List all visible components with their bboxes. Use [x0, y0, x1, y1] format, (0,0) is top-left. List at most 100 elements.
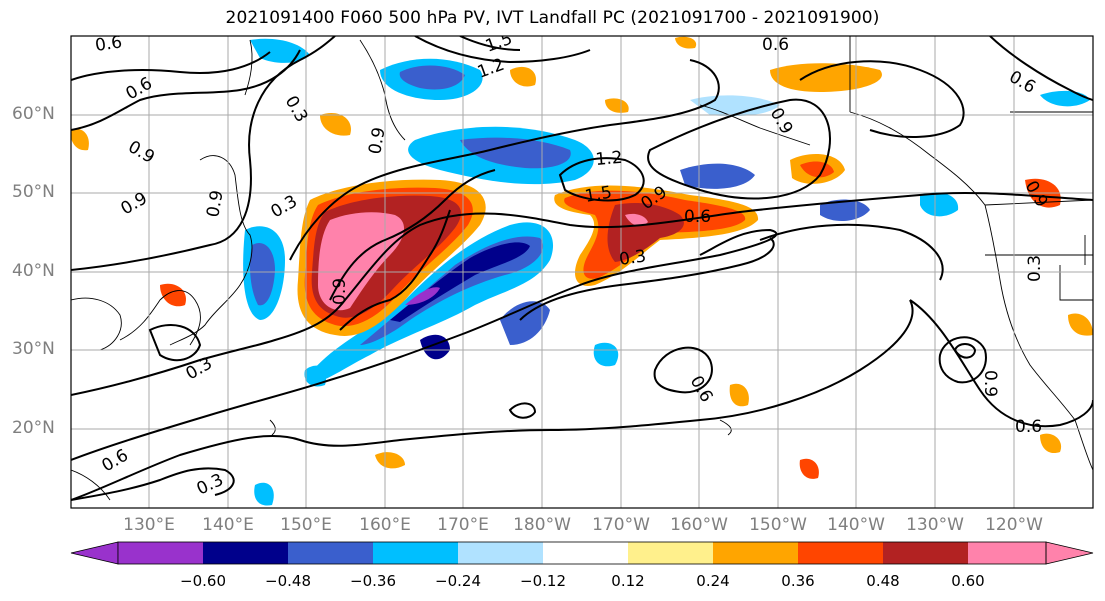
pos-anomaly-alaska: [770, 63, 882, 92]
chart-title: 2021091400 F060 500 hPa PV, IVT Landfall…: [225, 8, 880, 28]
contour-0.9-northwest: [71, 49, 301, 131]
colorbar-tick-label: −0.24: [435, 572, 481, 590]
pos-anomaly-small-9: [675, 36, 697, 49]
pv-contours: [71, 36, 1093, 501]
colorbar-segment: [968, 542, 1046, 564]
colorbar-tick-label: 0.36: [781, 572, 815, 590]
pos-anomaly-small-1: [320, 112, 351, 136]
colorbar-segment: [203, 542, 288, 564]
colorbar-tick-label: −0.60: [180, 572, 226, 590]
neg-anomaly-jet-min: [405, 287, 440, 305]
colorbar-segment: [798, 542, 883, 564]
colorbar-tick-label: 0.12: [611, 572, 645, 590]
contour-0.6-northwest: [71, 51, 271, 81]
contour-label: 0.9: [203, 189, 227, 219]
pos-anomaly-small-2: [510, 66, 536, 87]
lat-label: 30°N: [12, 339, 55, 359]
neg-anomaly-small-1: [304, 365, 327, 387]
contour-0.9-ridge: [289, 59, 720, 261]
contour-0.9-alaska: [799, 60, 965, 138]
colorbar-tick-label: 0.24: [696, 572, 730, 590]
colorbar-segment: [883, 542, 968, 564]
contour-label: 0.3: [618, 246, 648, 270]
colorbar-segment: [458, 542, 543, 564]
contour-0.6-south: [71, 299, 914, 501]
contour-label: 0.6: [94, 32, 124, 56]
contour-label: 0.9: [330, 278, 350, 305]
contour-label: 1.2: [595, 148, 624, 170]
lat-label: 50°N: [12, 182, 55, 202]
contour-0.3-small-1: [508, 402, 537, 419]
lon-label: 170°W: [592, 515, 650, 535]
colorbar-tick-label: −0.48: [265, 572, 311, 590]
lat-label: 40°N: [12, 261, 55, 281]
contour-0.6-east: [759, 223, 944, 281]
contour-0.6-circle-3: [953, 343, 977, 359]
contour-1.2-north: [414, 36, 591, 64]
lon-label: 130°E: [123, 515, 175, 535]
lat-label: 20°N: [12, 418, 55, 438]
contour-label: 0.6: [1015, 417, 1042, 437]
colorbar-tick-label: 0.60: [951, 572, 985, 590]
neg-anomaly-japan-core: [250, 242, 275, 306]
colorbar-frame: [117, 541, 1047, 565]
pos-anomaly-downstream-max: [625, 213, 648, 226]
neg-anomaly-small-2: [254, 482, 274, 506]
lon-label: 140°W: [827, 515, 885, 535]
lon-label: 150°E: [280, 515, 332, 535]
neg-anomaly-north-1-core: [399, 65, 465, 90]
neg-anomaly-jet-deep: [390, 242, 530, 322]
colorbar-tick-label: −0.36: [350, 572, 396, 590]
contour-0.3-korea: [148, 324, 202, 362]
contour-1.2-aleutian: [558, 157, 645, 202]
contour-label: 0.9: [980, 370, 1000, 397]
pos-anomaly-small-7: [1040, 433, 1062, 454]
map-plot-area: 0.6 0.9 1.2 1.5 0.3 0.6 0.9 0.3 0.9 1.2 …: [71, 32, 1093, 508]
contour-0.6-circle-2: [938, 336, 987, 384]
map-frame: [70, 35, 1094, 509]
contour-1.5-north: [459, 36, 521, 51]
negative-pv-shading: [243, 38, 1090, 506]
colorbar-tick-label: −0.12: [520, 572, 566, 590]
colorbar: [70, 541, 1094, 565]
contour-label: 0.6: [684, 207, 711, 227]
lon-label: 160°W: [670, 515, 728, 535]
lon-label: 150°W: [749, 515, 807, 535]
contour-0.3-main: [71, 228, 778, 461]
pos-anomaly-ridge-max: [318, 212, 405, 311]
colorbar-arrow-left: [70, 541, 119, 565]
colorbar-tick-label: 0.48: [866, 572, 900, 590]
pos-anomaly-small-4: [729, 383, 749, 407]
contour-0.6-southeast: [909, 299, 1093, 428]
neg-anomaly-east-1: [820, 199, 870, 222]
lon-label: 130°W: [906, 515, 964, 535]
contour-label: 0.9: [365, 126, 389, 156]
coastlines: [71, 36, 1093, 501]
lon-label: 180°W: [513, 515, 571, 535]
pos-anomaly-small-3: [375, 452, 405, 469]
contour-0.6-gulf: [647, 98, 831, 200]
colorbar-segment: [118, 542, 203, 564]
colorbar-segment: [628, 542, 713, 564]
neg-anomaly-small-3: [593, 342, 619, 367]
contour-label: 0.6: [762, 35, 789, 55]
contour-1.5-trough: [329, 169, 496, 301]
contour-0.6-main: [71, 191, 1093, 396]
contour-label: 0.3: [1025, 255, 1045, 282]
pos-anomaly-korea: [160, 283, 186, 307]
colorbar-segment: [288, 542, 373, 564]
contour-0.3-southwest: [71, 467, 235, 501]
contour-0.3-west: [71, 36, 336, 271]
colorbar-segment: [543, 542, 628, 564]
colorbar-arrow-right: [1045, 541, 1094, 565]
neg-anomaly-aleutian-core: [460, 137, 571, 169]
contour-0.6-circle-1: [653, 346, 713, 394]
lat-label: 60°N: [12, 104, 55, 124]
pos-anomaly-small-5: [799, 458, 819, 479]
contour-0.6-northeast: [989, 36, 1093, 101]
colorbar-segment: [373, 542, 458, 564]
contour-0.3-south: [519, 237, 775, 321]
lon-label: 170°E: [437, 515, 489, 535]
pos-anomaly-small-10: [605, 98, 629, 113]
pos-anomaly-small-8: [71, 128, 89, 151]
